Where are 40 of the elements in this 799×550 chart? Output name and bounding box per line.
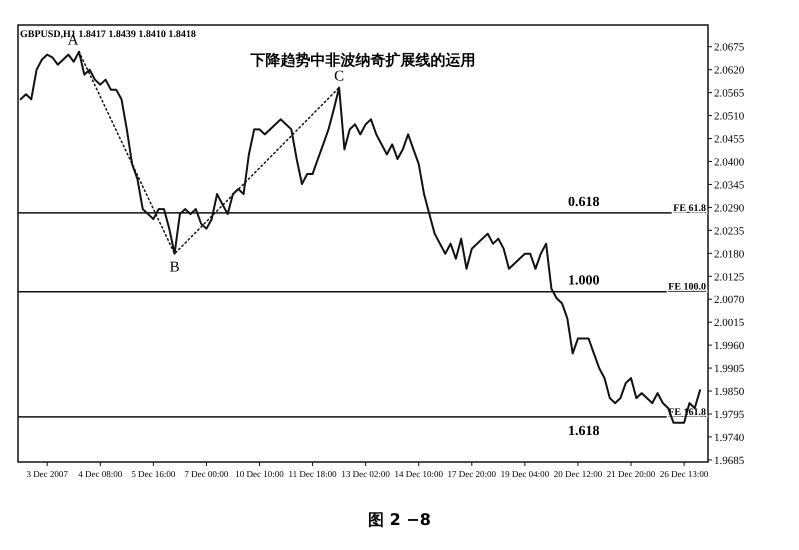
y-tick-label: 2.0400 <box>714 156 745 168</box>
y-tick-label: 2.0675 <box>714 42 745 54</box>
y-tick-label: 1.9685 <box>714 454 745 467</box>
x-tick-label: 26 Dec 13:00 <box>660 469 709 479</box>
y-tick-label: 2.0565 <box>714 88 745 100</box>
x-tick-label: 20 Dec 12:00 <box>554 469 603 479</box>
annotation: 1.618 <box>568 424 600 439</box>
y-tick-label: 1.9795 <box>714 409 745 421</box>
y-tick-label: 1.9905 <box>714 363 745 376</box>
y-tick-label: 2.0235 <box>714 225 745 238</box>
ref-line-label: FE 61.8 <box>673 202 706 214</box>
y-tick-label: 1.9960 <box>714 340 745 352</box>
y-tick-label: 2.0180 <box>714 248 745 260</box>
annotation: C <box>334 68 344 85</box>
annotation: 0.618 <box>568 194 600 210</box>
x-tick-label: 21 Dec 20:00 <box>606 469 656 479</box>
y-tick-label: 1.9850 <box>714 386 745 398</box>
y-tick-label: 2.0345 <box>714 179 745 192</box>
y-tick-label: 2.0290 <box>714 202 745 214</box>
annotation: 1.000 <box>568 274 600 289</box>
x-tick-label: 10 Dec 10:00 <box>235 469 284 479</box>
y-tick-label: 2.0125 <box>714 271 745 284</box>
x-tick-label: 11 Dec 18:00 <box>288 469 338 479</box>
y-tick-label: 2.0070 <box>714 294 745 306</box>
y-tick-label: 1.9740 <box>714 432 745 444</box>
x-tick-label: 17 Dec 20:00 <box>448 469 497 479</box>
x-tick-label: 14 Dec 10:00 <box>394 469 444 479</box>
x-tick-label: 5 Dec 16:00 <box>131 469 176 479</box>
y-tick-label: 2.0620 <box>714 64 745 77</box>
text: 下降趋势中非波纳奇扩展线的运用 <box>250 51 476 69</box>
y-tick-label: 2.0455 <box>714 134 745 146</box>
x-tick-label: 13 Dec 02:00 <box>341 469 390 479</box>
y-tick-label: 2.0510 <box>714 110 745 123</box>
x-tick-label: 19 Dec 04:00 <box>500 469 550 479</box>
annotation: B <box>170 260 180 276</box>
x-tick-label: 7 Dec 00:00 <box>184 469 229 479</box>
y-tick-label: 2.0015 <box>714 317 745 330</box>
caption: 图 2 −8 <box>368 510 431 529</box>
x-tick-label: 4 Dec 08:00 <box>78 469 123 479</box>
x-tick-label: 3 Dec 2007 <box>26 469 68 479</box>
